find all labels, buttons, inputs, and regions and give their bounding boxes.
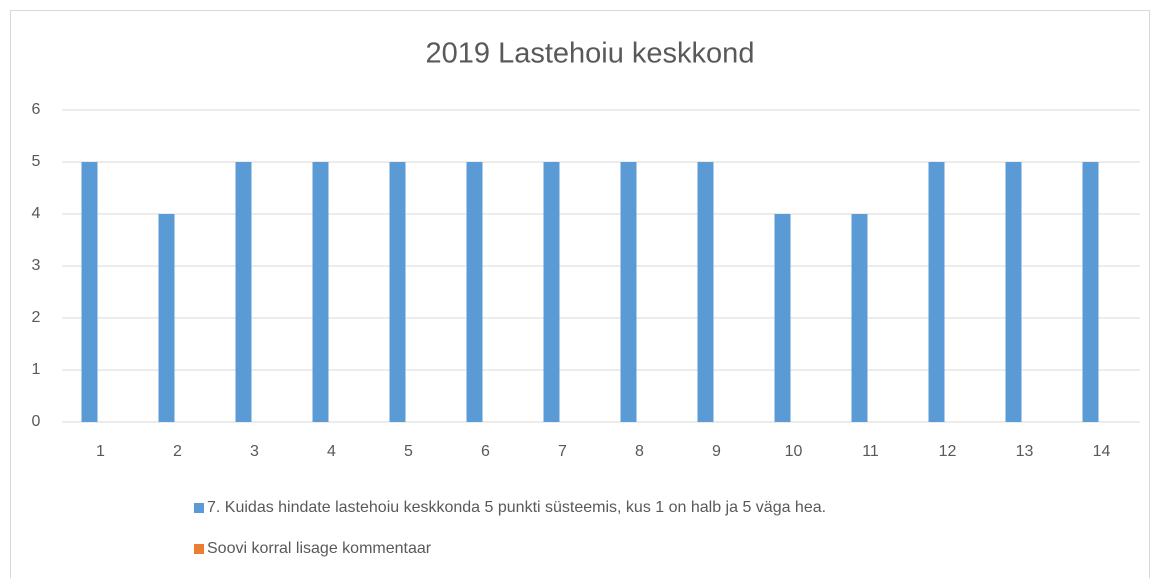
chart-border <box>10 10 1150 583</box>
x-tick-label: 12 <box>939 443 957 460</box>
y-tick-label: 6 <box>32 101 41 118</box>
x-tick-label: 4 <box>327 443 336 460</box>
y-tick-label: 3 <box>32 257 41 274</box>
x-tick-label: 3 <box>250 443 259 460</box>
legend-label: 7. Kuidas hindate lastehoiu keskkonda 5 … <box>207 499 826 516</box>
y-tick-label: 5 <box>32 153 41 170</box>
bar <box>235 162 252 422</box>
bar <box>312 162 329 422</box>
bar <box>543 162 560 422</box>
bar <box>928 162 945 422</box>
x-tick-label: 7 <box>558 443 567 460</box>
bar <box>81 162 98 422</box>
x-tick-label: 9 <box>712 443 721 460</box>
bar <box>774 214 791 422</box>
x-tick-label: 5 <box>404 443 413 460</box>
x-tick-label: 2 <box>173 443 182 460</box>
bar <box>158 214 175 422</box>
x-tick-label: 13 <box>1016 443 1034 460</box>
y-tick-label: 0 <box>32 413 41 430</box>
x-tick-label: 10 <box>785 443 803 460</box>
y-tick-label: 1 <box>32 361 41 378</box>
legend-swatch <box>194 503 204 513</box>
chart-title: 2019 Lastehoiu keskkond <box>426 38 755 70</box>
bar <box>851 214 868 422</box>
y-tick-label: 2 <box>32 309 41 326</box>
bar <box>389 162 406 422</box>
x-tick-label: 8 <box>635 443 644 460</box>
bar <box>697 162 714 422</box>
y-tick-label: 4 <box>32 205 41 222</box>
bar <box>1005 162 1022 422</box>
bar <box>1082 162 1099 422</box>
x-tick-label: 11 <box>862 443 879 460</box>
legend-swatch <box>194 544 204 554</box>
x-tick-label: 14 <box>1093 443 1111 460</box>
bar <box>466 162 483 422</box>
bar <box>620 162 637 422</box>
x-tick-label: 6 <box>481 443 490 460</box>
legend-label: Soovi korral lisage kommentaar <box>207 540 432 557</box>
x-tick-label: 1 <box>96 443 105 460</box>
